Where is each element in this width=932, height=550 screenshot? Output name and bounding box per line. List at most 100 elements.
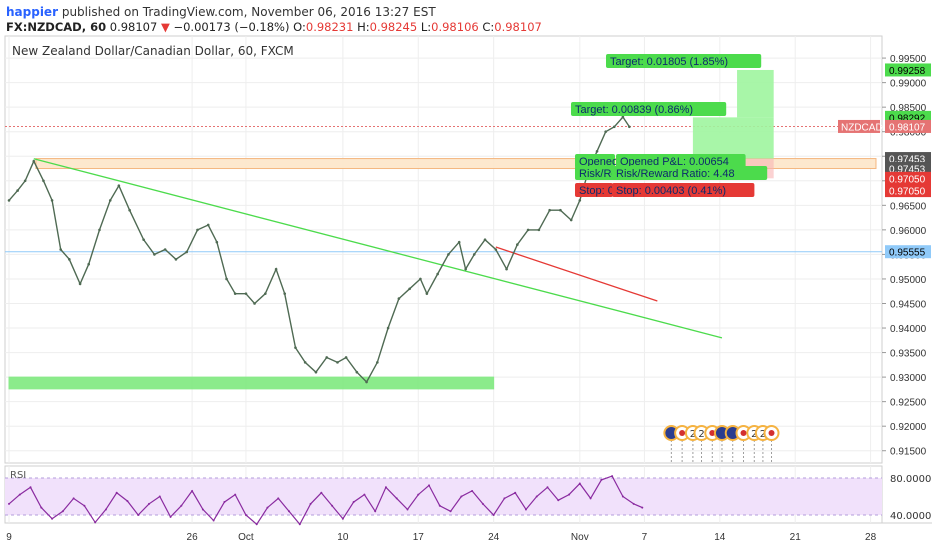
price-point [98, 228, 101, 232]
x-tick-label: Oct [238, 532, 254, 543]
rsi-upper-tick: 80.0000 [890, 474, 931, 485]
price-point [233, 292, 237, 295]
rsi-point [126, 500, 129, 503]
price-point [344, 356, 348, 359]
price-point [397, 297, 401, 300]
event-count: 2 [690, 429, 696, 440]
price-point [87, 262, 90, 266]
y-tick-label: 0.94000 [890, 324, 927, 335]
rsi-point [72, 497, 75, 500]
canada-flag-leaf-icon [740, 430, 747, 436]
price-tag-box [885, 63, 931, 77]
rsi-point [384, 486, 387, 489]
rsi-point [288, 510, 291, 513]
price-tag-box [885, 162, 931, 176]
rsi-point [244, 514, 247, 516]
x-tick-label: 9 [6, 532, 12, 543]
target-zone-small [692, 117, 774, 159]
rsi-point [600, 478, 603, 481]
rsi-point [374, 510, 377, 513]
rsi-point [29, 486, 32, 489]
price-point [425, 292, 429, 295]
price-point [32, 159, 36, 163]
y-tick-label: 0.98000 [890, 128, 927, 139]
price-tag: 0.97453 [889, 165, 926, 176]
x-tick-label: 10 [337, 532, 349, 543]
rsi-point [557, 499, 560, 502]
price-point [336, 361, 339, 364]
open-label: O: [293, 20, 306, 34]
rsi-point [641, 506, 644, 509]
rsi-point [18, 493, 21, 496]
close-value: 0.98107 [494, 20, 542, 34]
price-point [559, 208, 562, 212]
target-label-large: Target: 0.01805 (1.85%) [610, 56, 728, 68]
opened-pl-label-b-box [616, 154, 746, 168]
open-value: 0.98231 [305, 20, 354, 34]
price-point [59, 248, 62, 251]
target-label-small-box [571, 102, 727, 116]
price-point [294, 346, 297, 349]
published-text: published on TradingView.com, November 0… [61, 5, 436, 19]
low-value: 0.98106 [431, 20, 479, 34]
price-point [604, 130, 607, 134]
price-point [314, 370, 318, 374]
canada-flag-leaf-icon [679, 430, 686, 436]
price-point [68, 258, 71, 261]
price-point [16, 189, 19, 192]
stop-label-a-box [575, 183, 613, 197]
canada-flag-leaf-icon [709, 430, 716, 436]
symbol-tag-box [838, 119, 880, 133]
target-label-small: Target: 0.00839 (0.86%) [575, 104, 693, 116]
rsi-point [266, 506, 269, 509]
opened-pl-label-b: Opened P&L: 0.00654 [620, 156, 729, 168]
price-point [457, 240, 461, 244]
price-point [472, 253, 476, 256]
price-point [408, 287, 411, 291]
change-value: −0.00173 (−0.18%) [173, 20, 290, 34]
price-point [578, 199, 582, 202]
channel-trendline [495, 246, 658, 302]
price-point [283, 292, 287, 295]
rsi-point [535, 495, 538, 498]
y-tick-label: 0.94500 [890, 299, 927, 310]
y-tick-label: 0.96000 [890, 226, 927, 237]
price-point [117, 184, 121, 187]
rsi-band [5, 478, 882, 515]
price-point [365, 380, 368, 384]
rsi-point [115, 491, 118, 494]
price-point [7, 199, 11, 202]
y-tick-label: 0.95000 [890, 275, 927, 286]
rsi-point [428, 484, 431, 487]
price-point [42, 179, 45, 183]
last-price: 0.98107 [109, 20, 158, 34]
rsi-label: RSI [10, 470, 26, 481]
rsi-point [449, 510, 452, 513]
rsi-point [255, 523, 258, 526]
price-point [274, 267, 278, 271]
y-tick-label: 0.93000 [890, 373, 927, 384]
rsi-point [277, 497, 280, 500]
price-tag: 0.97050 [889, 174, 926, 185]
risk-reward-label-a-box [575, 166, 615, 180]
publish-line: happier published on TradingView.com, No… [6, 5, 436, 19]
rsi-point [352, 501, 355, 504]
rsi-point [104, 508, 107, 511]
price-point [253, 302, 256, 305]
price-point [78, 282, 82, 286]
author-name[interactable]: happier [6, 5, 58, 19]
symbol-label: FX:NZDCAD, 60 [6, 20, 107, 34]
rsi-series-line [8, 475, 643, 526]
price-tag: 0.98107 [889, 122, 926, 133]
price-point [621, 115, 625, 119]
x-tick-label: 17 [413, 532, 425, 543]
price-point [505, 267, 508, 271]
rsi-point [158, 495, 161, 498]
event-count: 2 [760, 429, 766, 440]
price-point [537, 228, 541, 232]
price-point [376, 361, 379, 364]
main-pane-frame [4, 35, 883, 464]
price-tag: 0.97050 [889, 187, 926, 198]
